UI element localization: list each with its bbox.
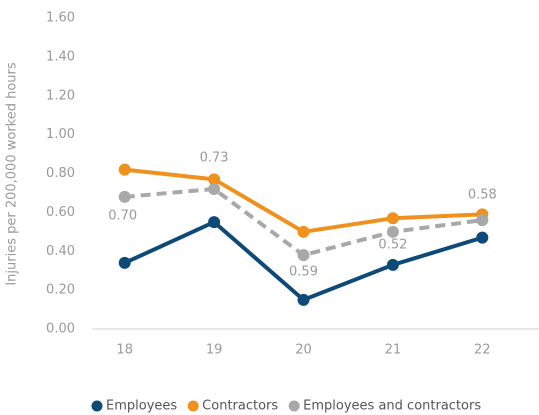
annotation: 0.59 <box>289 265 318 280</box>
data-point <box>118 190 131 203</box>
x-tick-label: 21 <box>385 343 402 358</box>
data-point <box>386 258 399 271</box>
legend-marker <box>187 400 199 412</box>
y-tick-label: 0.60 <box>46 205 75 220</box>
annotation: 0.58 <box>468 188 497 203</box>
y-tick-label: 0.80 <box>46 166 75 181</box>
y-tick-label: 1.40 <box>46 49 75 64</box>
data-point <box>297 293 310 306</box>
data-point <box>118 256 131 269</box>
y-tick-label: 1.00 <box>46 127 75 142</box>
data-point <box>208 216 221 229</box>
legend-label: Employees and contractors <box>303 399 481 414</box>
data-point <box>208 173 221 186</box>
data-point <box>476 231 489 244</box>
data-point <box>118 163 131 176</box>
x-tick-label: 19 <box>206 343 223 358</box>
y-tick-label: 1.20 <box>46 88 75 103</box>
y-tick-label: 0.40 <box>46 244 75 259</box>
legend-marker <box>91 400 103 412</box>
y-tick-label: 1.60 <box>46 11 75 26</box>
legend-label: Contractors <box>202 399 278 414</box>
data-point <box>386 212 399 225</box>
series-line <box>124 167 483 234</box>
annotation: 0.70 <box>108 208 137 223</box>
data-point <box>208 183 221 196</box>
x-tick-label: 22 <box>474 343 491 358</box>
x-tick-label: 18 <box>116 343 133 358</box>
data-point <box>297 225 310 238</box>
y-tick-label: 0.00 <box>46 322 75 337</box>
legend-label: Employees <box>106 399 177 414</box>
legend-marker <box>288 400 300 412</box>
data-point <box>476 214 489 227</box>
y-tick-label: 0.20 <box>46 283 75 298</box>
series-line <box>124 186 483 258</box>
legend: Employees Contractors Employees and contra… <box>91 399 481 414</box>
annotation: 0.52 <box>378 237 407 252</box>
x-tick-label: 20 <box>295 343 312 358</box>
y-axis-label: Injuries per 200,000 worked hours <box>5 62 20 286</box>
data-point <box>297 249 310 262</box>
annotation: 0.73 <box>200 151 229 166</box>
data-point <box>386 225 399 238</box>
